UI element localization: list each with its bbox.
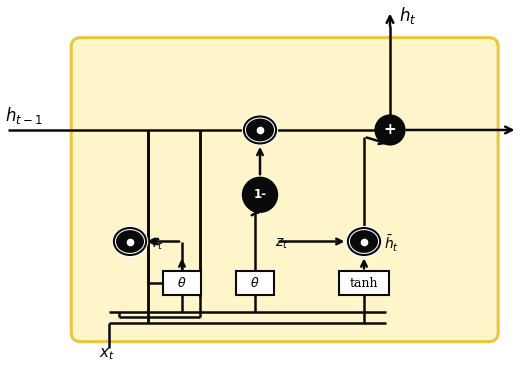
Ellipse shape [244, 116, 276, 143]
FancyBboxPatch shape [236, 271, 274, 295]
Text: $\theta$: $\theta$ [177, 276, 187, 290]
Ellipse shape [114, 228, 146, 255]
Text: $z_t$: $z_t$ [275, 237, 288, 251]
Circle shape [375, 115, 405, 145]
Text: $h_t$: $h_t$ [399, 5, 417, 26]
FancyBboxPatch shape [71, 38, 498, 341]
FancyBboxPatch shape [340, 271, 389, 295]
Text: tanh: tanh [350, 276, 378, 290]
Text: +: + [384, 123, 396, 138]
FancyBboxPatch shape [163, 271, 201, 295]
Circle shape [243, 178, 277, 212]
Text: $r_t$: $r_t$ [152, 236, 164, 252]
Text: $\bar{h}_t$: $\bar{h}_t$ [384, 234, 399, 254]
Text: $x_t$: $x_t$ [99, 346, 114, 362]
Text: $h_{t-1}$: $h_{t-1}$ [5, 105, 43, 126]
Text: $\theta$: $\theta$ [250, 276, 259, 290]
Text: 1-: 1- [254, 188, 267, 201]
Ellipse shape [348, 228, 380, 255]
